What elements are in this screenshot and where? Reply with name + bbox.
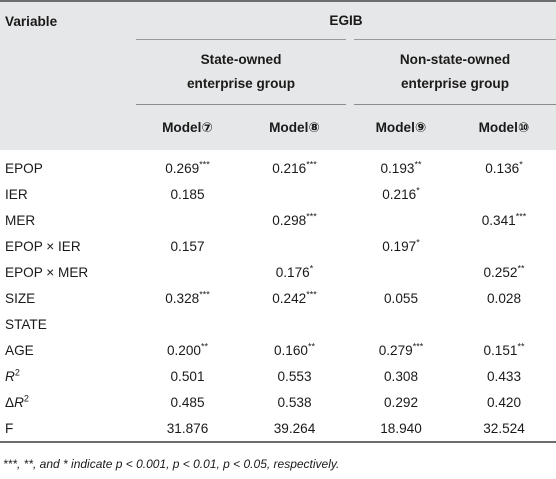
cell-model-7: 0.269***: [165, 158, 210, 176]
cell-model-9: 18.940: [380, 420, 422, 436]
row-variable: R2: [5, 366, 20, 384]
cell-model-8: 0.176*: [275, 262, 314, 280]
cell-model-8: [239, 311, 350, 337]
cell-model-10: 0.433: [486, 368, 522, 384]
cell-model-7: 0.501: [170, 368, 205, 384]
group-label-state-owned-line2: enterprise group: [186, 76, 295, 91]
cell-model-7: 0.157: [170, 238, 205, 254]
group-label-non-state-owned-line2: enterprise group: [400, 76, 509, 91]
table-row: F 31.876 39.264 18.940 32.524: [0, 415, 556, 442]
cell-model-10: 0.252**: [483, 262, 525, 280]
cell-model-9: [350, 311, 452, 337]
row-variable: MER: [5, 212, 36, 228]
cell-model-8: 0.242***: [272, 288, 317, 306]
cell-model-7: 0.200**: [166, 340, 209, 358]
table-row: IER 0.185 0.216*: [0, 181, 556, 207]
row-variable: F: [5, 420, 14, 436]
table-row: EPOP × MER 0.176* 0.252**: [0, 259, 556, 285]
table-row: SIZE 0.328*** 0.242*** 0.055 0.028: [0, 285, 556, 311]
cell-model-9: 0.055: [383, 290, 419, 306]
model-10-header: Model⑩: [478, 119, 530, 135]
group-label-state-owned-line1: State-owned: [200, 52, 282, 67]
cell-model-10: [452, 311, 556, 337]
group-header-state-owned: State-owned enterprise group: [136, 39, 354, 105]
cell-model-9: 0.292: [383, 394, 419, 410]
cell-model-10: 0.028: [486, 290, 522, 306]
cell-model-8: 0.216***: [272, 158, 317, 176]
table-row: STATE: [0, 311, 556, 337]
table-body: EPOP 0.269*** 0.216*** 0.193** 0.136* IER 0.18…: [0, 150, 556, 442]
row-variable: ΔR2: [5, 392, 29, 410]
table-row: MER 0.298*** 0.341***: [0, 207, 556, 233]
group-header-non-state-owned: Non-state-owned enterprise group: [346, 39, 556, 105]
cell-model-9: 0.308: [383, 368, 419, 384]
cell-model-10: 0.136*: [485, 158, 523, 176]
table-row: EPOP × IER 0.157 0.197*: [0, 233, 556, 259]
cell-model-10: 0.151**: [483, 340, 525, 358]
table-row: AGE 0.200** 0.160** 0.279*** 0.151**: [0, 337, 556, 363]
row-variable: IER: [5, 186, 28, 202]
group-label-non-state-owned-line1: Non-state-owned: [399, 52, 511, 67]
cell-model-10: [452, 233, 556, 259]
row-variable: EPOP × IER: [5, 238, 81, 254]
cell-model-9: 0.279***: [378, 340, 424, 358]
table-row: ΔR2 0.485 0.538 0.292 0.420: [0, 389, 556, 415]
cell-model-7: [136, 311, 239, 337]
cell-model-8: [239, 233, 350, 259]
cell-model-9: [350, 207, 452, 233]
cell-model-8: [239, 181, 350, 207]
model-9-header: Model⑨: [375, 119, 427, 135]
cell-model-9: 0.216*: [382, 184, 420, 202]
cell-model-8: 39.264: [273, 420, 316, 436]
row-variable: EPOP: [5, 160, 43, 176]
cell-model-10: 0.341***: [481, 210, 527, 228]
cell-model-7: [136, 259, 239, 285]
row-variable: AGE: [5, 342, 34, 358]
table-row: EPOP 0.269*** 0.216*** 0.193** 0.136*: [0, 150, 556, 181]
cell-model-7: [136, 207, 239, 233]
row-variable: STATE: [5, 316, 47, 332]
table-row: R2 0.501 0.553 0.308 0.433: [0, 363, 556, 389]
model-7-header: Model⑦: [162, 119, 213, 135]
cell-model-8: 0.538: [277, 394, 312, 410]
cell-model-10: 32.524: [483, 420, 525, 436]
cell-model-9: [350, 259, 452, 285]
cell-model-9: 0.197*: [382, 236, 420, 254]
cell-model-7: 31.876: [166, 420, 209, 436]
cell-model-7: 0.328***: [165, 288, 210, 306]
regression-table: Variable EGIB State-owned enterprise gro…: [0, 1, 556, 442]
cell-model-8: 0.160**: [273, 340, 316, 358]
cell-model-8: 0.298***: [272, 210, 317, 228]
cell-model-9: 0.193**: [380, 158, 422, 176]
cell-model-8: 0.553: [277, 368, 312, 384]
row-variable: SIZE: [5, 290, 36, 306]
header-row-1: Variable EGIB: [0, 1, 556, 40]
header-row-2: State-owned enterprise group Non-state-o…: [0, 39, 556, 105]
cell-model-7: 0.485: [170, 394, 205, 410]
dependent-variable-header: EGIB: [136, 1, 556, 40]
model-8-header: Model⑧: [269, 119, 320, 135]
cell-model-10: 0.420: [486, 394, 522, 410]
cell-model-7: 0.185: [170, 186, 205, 202]
row-variable: EPOP × MER: [5, 264, 89, 280]
cell-model-10: [452, 181, 556, 207]
variable-header: Variable: [5, 14, 58, 29]
table-footnote: ***, **, and * indicate p < 0.001, p < 0…: [3, 457, 340, 471]
